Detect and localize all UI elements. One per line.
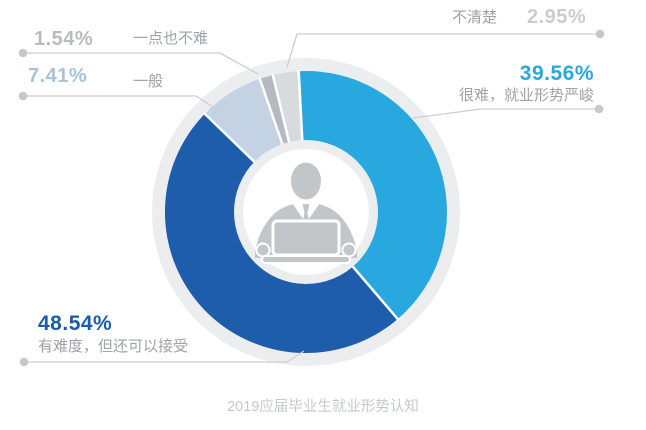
leader-line-very-hard [412, 108, 599, 119]
callout-value-difficult: 48.54% [38, 312, 113, 335]
callout-label-not-hard: 一点也不难 [133, 30, 209, 47]
callout-value-not-hard: 1.54% [34, 28, 94, 50]
callout-value-average: 7.41% [28, 65, 88, 87]
callout-leader-lines [18, 29, 605, 367]
callout-label-very-hard: 很难，就业形势严峻 [458, 87, 594, 104]
leader-line-unclear [286, 33, 600, 68]
leader-line-difficult [24, 350, 305, 363]
chart-title: 2019应届毕业生就业形势认知 [227, 399, 419, 415]
leader-dot-difficult [19, 357, 29, 367]
callout-label-difficult: 有难度，但还可以接受 [38, 338, 189, 355]
callout-label-unclear: 不清楚 [452, 9, 498, 26]
leader-dot-not-hard [18, 48, 28, 58]
businessperson-laptop-icon [255, 162, 357, 264]
leader-dot-average [18, 91, 28, 101]
leader-dot-unclear [595, 29, 605, 39]
callout-value-unclear: 2.95% [527, 6, 587, 28]
leader-line-not-hard [23, 52, 259, 75]
callout-value-very-hard: 39.56% [519, 62, 594, 85]
leader-dot-very-hard [594, 104, 604, 114]
leader-line-average [23, 95, 225, 115]
callout-label-average: 一般 [133, 73, 164, 90]
